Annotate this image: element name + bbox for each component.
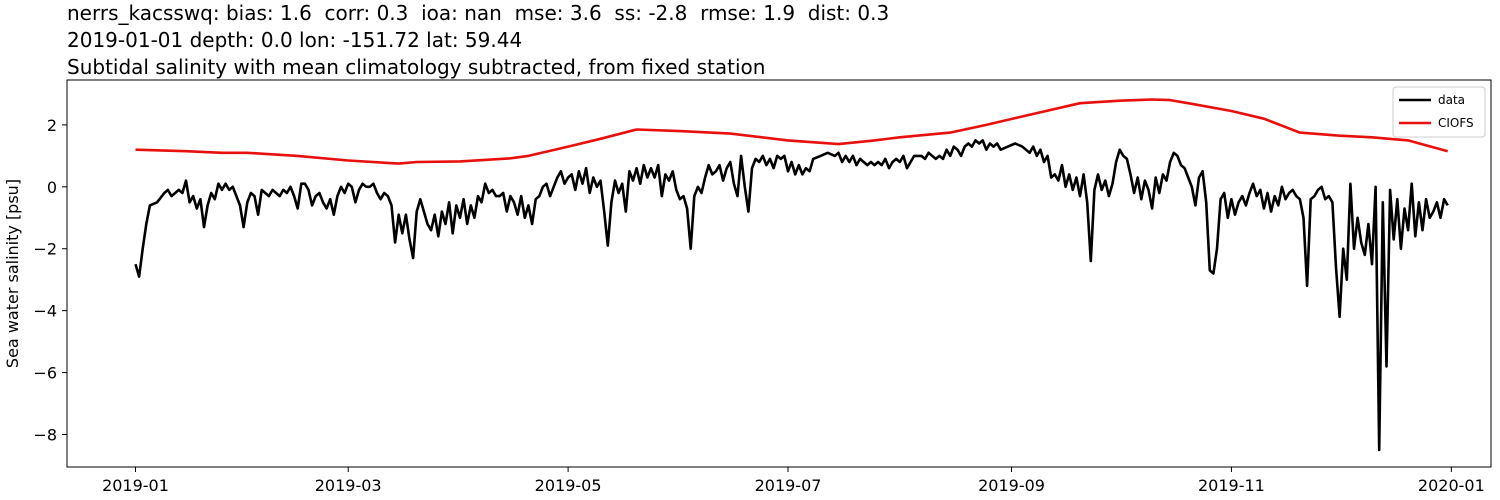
y-axis: −8 −6 −4 −2 0 2: [33, 116, 67, 444]
x-tick-label: 2019-07: [755, 476, 822, 495]
y-tick-label: −6: [33, 364, 57, 383]
legend: data CIOFS: [1392, 86, 1486, 138]
y-tick-label: −8: [33, 425, 57, 444]
plot-area-frame: [66, 79, 1492, 468]
y-axis-label: Sea water salinity [psu]: [3, 179, 22, 368]
y-tick-label: −4: [33, 302, 57, 321]
title-line-location: 2019-01-01 depth: 0.0 lon: -151.72 lat: …: [67, 28, 523, 52]
title-line-stats: nerrs_kacsswq: bias: 1.6 corr: 0.3 ioa: …: [67, 1, 890, 25]
x-tick-label: 2019-09: [978, 476, 1045, 495]
series-line-data: [134, 139, 1449, 452]
title-line-description: Subtidal salinity with mean climatology …: [67, 55, 766, 79]
series-layer: [134, 98, 1449, 452]
legend-label-data: data: [1438, 93, 1465, 107]
x-axis: 2019-01 2019-03 2019-05 2019-07 2019-09 2019-…: [102, 467, 1485, 495]
y-tick-label: −2: [33, 240, 57, 259]
x-tick-label: 2019-05: [535, 476, 602, 495]
series-line-ciofs: [135, 98, 1449, 165]
legend-label-ciofs: CIOFS: [1438, 116, 1474, 130]
chart-title: nerrs_kacsswq: bias: 1.6 corr: 0.3 ioa: …: [67, 0, 889, 81]
x-tick-label: 2019-03: [315, 476, 382, 495]
x-tick-label: 2019-01: [102, 476, 169, 495]
y-tick-label: 2: [47, 116, 57, 135]
x-tick-label: 2020-01: [1418, 476, 1485, 495]
y-tick-label: 0: [47, 178, 57, 197]
x-tick-label: 2019-11: [1198, 476, 1265, 495]
